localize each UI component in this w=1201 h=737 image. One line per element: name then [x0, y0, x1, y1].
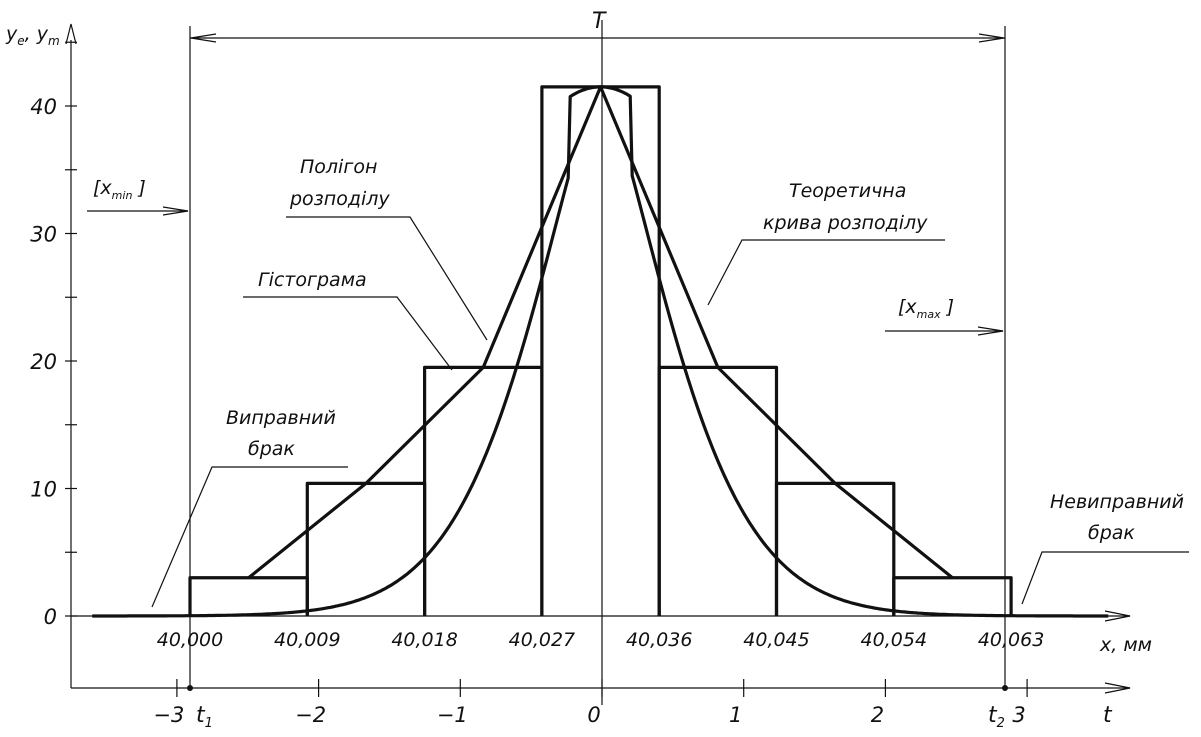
t-tick-label: −1 [437, 703, 468, 727]
t-ticks: −3 −2 −1 0 1 2 3 [153, 679, 1028, 727]
y-axis-title: ye, ym [5, 23, 60, 48]
t-axis-title: t [1103, 703, 1113, 728]
theoretical-leader [707, 239, 945, 306]
y-axis-arrow [65, 23, 77, 45]
svg-text:t1: t1 [196, 703, 213, 731]
x-tick-label: 40,054 [861, 629, 927, 651]
y-axis-letter-m: y [36, 23, 49, 45]
svg-text:брак: брак [1088, 522, 1135, 544]
theoretical-label-line2: крива розподілу [763, 212, 928, 234]
uncorrectable-label-line2: брак [1088, 522, 1135, 544]
x-axis-title: x, мм [1099, 634, 1152, 656]
svg-text:Полігон: Полігон [300, 156, 377, 178]
histogram-bar [188, 576, 309, 616]
y-tick-label: 20 [30, 350, 57, 374]
y-ticks: 0 10 20 30 40 [30, 41, 77, 629]
x-tick-label: 40,045 [743, 629, 809, 651]
svg-text:крива розподілу: крива розподілу [763, 212, 928, 234]
svg-text:[xmax]: [xmax] [898, 296, 954, 321]
t-tick-label: −3 [153, 703, 184, 727]
svg-text:t2: t2 [988, 703, 1005, 731]
x-min-pointer-arrow [162, 206, 189, 216]
svg-text:Невиправний: Невиправний [1050, 491, 1184, 513]
t-tick-label: 1 [729, 703, 742, 727]
t1-label: t1 [196, 703, 213, 731]
t1-marker [187, 685, 193, 691]
t-axis-arrow [1104, 682, 1131, 694]
y-tick-label: 40 [30, 95, 57, 119]
histogram-bar [657, 365, 779, 616]
uncorrectable-label-line1: Невиправний [1050, 491, 1184, 513]
histogram-bar [892, 576, 1013, 616]
x-tick-label: 40,000 [157, 629, 223, 651]
y-axis-sub-e: e [17, 34, 24, 48]
x-axis-arrow [1104, 610, 1131, 622]
y-axis-sub-m: m [48, 34, 60, 48]
histogram-label: Гістограма [258, 269, 367, 291]
x-tick-label: 40,018 [391, 629, 457, 651]
t-tick-label: 3 [1012, 703, 1025, 727]
x-min-label: [xmin] [93, 177, 146, 202]
theoretical-curve [92, 85, 1109, 618]
x-tick-label: 40,027 [509, 629, 575, 651]
correctable-label-line2: брак [248, 438, 295, 460]
svg-text:[xmin]: [xmin] [93, 177, 146, 202]
t2-marker [1002, 685, 1008, 691]
svg-text:Виправний: Виправний [226, 407, 336, 429]
tolerance-arrow-left [190, 33, 217, 43]
t-tick-label: 0 [587, 703, 600, 727]
t-tick-label: −2 [295, 703, 326, 727]
x-tick-label: 40,063 [978, 629, 1044, 651]
y-tick-label: 10 [30, 478, 57, 502]
frame-lines [65, 20, 1131, 705]
y-axis-letter-e: y [5, 23, 18, 45]
correctable-leader [151, 466, 348, 608]
tolerance-arrow-right [978, 33, 1005, 43]
svg-text:брак: брак [248, 438, 295, 460]
svg-text:ye, ym: ye, ym [5, 23, 60, 48]
y-tick-label: 30 [30, 223, 57, 247]
svg-text:розподілу: розподілу [289, 188, 390, 210]
theoretical-label-line1: Теоретична [789, 180, 906, 202]
tolerance-label: T [592, 9, 607, 34]
x-tick-label: 40,009 [274, 629, 340, 651]
t2-label: t2 [988, 703, 1005, 731]
x-ticks: 40,000 40,009 40,018 40,027 40,036 40,045 40,0… [157, 629, 1045, 651]
x-max-pointer-arrow [977, 326, 1004, 336]
uncorrectable-leader [1021, 551, 1189, 605]
y-tick-label: 0 [44, 605, 57, 629]
histogram-leader [243, 296, 453, 371]
correctable-label-line1: Виправний [226, 407, 336, 429]
leader-lines [151, 216, 1189, 608]
x-max-label: [xmax] [898, 296, 954, 321]
polygon-label-line1: Полігон [300, 156, 377, 178]
polygon-leader [286, 216, 488, 341]
x-tick-label: 40,036 [626, 629, 692, 651]
t-tick-label: 2 [871, 703, 884, 727]
histogram-bar [423, 365, 544, 616]
polygon-label-line2: розподілу [289, 188, 390, 210]
svg-text:Теоретична: Теоретична [789, 180, 906, 202]
histogram-bar [540, 85, 661, 616]
